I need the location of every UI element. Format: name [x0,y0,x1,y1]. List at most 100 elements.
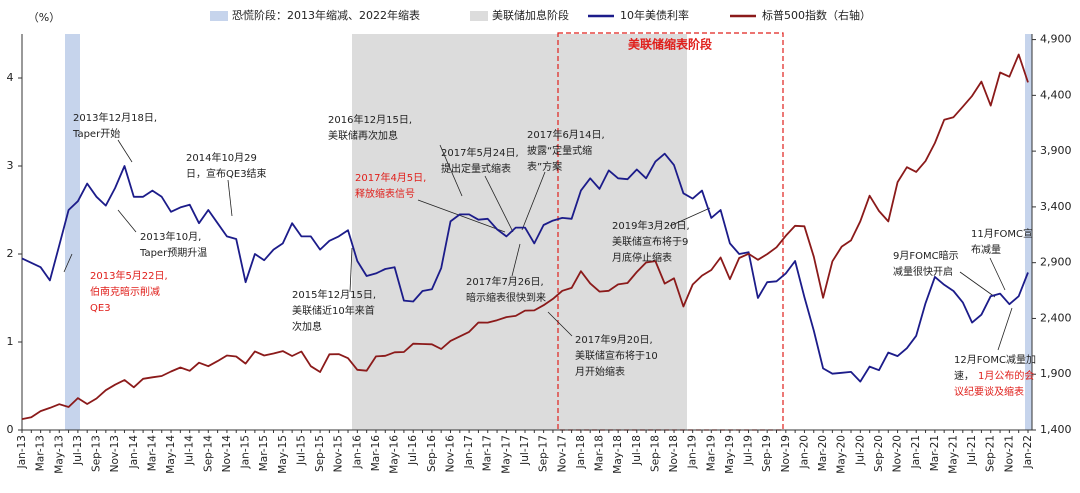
y-tick-label: 2 [7,247,14,260]
annotation: 2014年10月29 [186,151,257,164]
x-tick-label: Jul-15 [295,435,307,466]
x-tick-label: Sep-20 [873,435,885,472]
y2-tick-label: 3,400 [1040,200,1072,213]
x-tick-label: Jan-22 [1022,435,1034,469]
x-tick-label: Nov-19 [780,435,792,472]
annotation: 减量很快开启 [893,265,953,278]
y-tick-label: 1 [7,335,14,348]
x-tick-label: Nov-13 [109,435,121,472]
y2-tick-label: 4,400 [1040,88,1072,101]
y2-tick-label: 4,900 [1040,33,1072,46]
annotation: 伯南克暗示削减 [90,285,160,298]
x-tick-label: Sep-13 [91,435,103,472]
panic-region [65,34,80,430]
annotation: 释放缩表信号 [355,187,415,200]
annotation: 日，宣布QE3结束 [186,167,267,180]
x-tick-label: Nov-17 [556,435,568,472]
x-tick-label: Jan-19 [687,435,699,469]
x-tick-label: Sep-21 [985,435,997,472]
x-tick-label: Sep-17 [538,435,550,472]
y2-tick-label: 3,900 [1040,144,1072,157]
x-tick-label: Nov-20 [892,435,904,472]
annotation: 2017年9月20日, [575,333,653,346]
annotation: 美联储宣布将于9 [612,235,688,248]
x-tick-label: Jan-13 [16,435,28,469]
annotation: 2015年12月15日, [292,288,376,301]
legend-swatch [210,11,228,21]
x-tick-label: Nov-18 [668,435,680,472]
legend-label: 10年美债利率 [620,8,689,22]
annotation: 月开始缩表 [575,365,625,378]
x-tick-label: Jul-19 [743,435,755,466]
x-tick-label: Sep-18 [649,435,661,472]
y-tick-label: 0 [7,423,14,436]
annotation: 2013年10月, [140,230,201,243]
annotation: 布减量 [971,244,1001,256]
x-tick-label: Jul-18 [631,435,643,466]
annotation: 表”方案 [527,160,562,173]
annotation: Taper开始 [72,127,120,140]
x-tick-label: Nov-14 [221,435,233,473]
x-tick-label: Mar-19 [705,435,717,471]
x-tick-label: Mar-13 [35,435,47,471]
y2-tick-label: 1,400 [1040,423,1072,436]
x-tick-label: Mar-15 [258,435,270,471]
y2-tick-label: 2,900 [1040,256,1072,269]
legend-label: 美联储加息阶段 [492,8,569,22]
x-tick-label: Nov-15 [333,435,345,472]
x-tick-label: Jan-17 [463,435,475,469]
annotation: 2017年6月14日, [527,128,605,141]
x-tick-label: Jan-21 [910,435,922,469]
x-tick-label: Jul-17 [519,435,531,466]
annotation: Taper预期升温 [139,247,207,259]
annotation: 11月FOMC宣 [971,227,1033,240]
panic-region [1025,34,1032,430]
y-tick-label: 4 [7,71,14,84]
x-tick-label: May-18 [612,435,624,474]
annotation: 9月FOMC暗示 [893,249,959,262]
annotation: 2019年3月20日, [612,219,690,232]
x-tick-label: Mar-14 [146,435,158,472]
qt-box [557,32,784,431]
annotation: 12月FOMC减量加 [954,354,1036,366]
x-tick-label: Mar-18 [594,435,606,471]
y2-tick-label: 2,400 [1040,311,1072,324]
x-tick-label: Sep-19 [761,435,773,472]
annotation: 2017年5月24日, [441,146,519,159]
annotation: 2017年7月26日, [466,275,544,288]
x-tick-label: Mar-21 [929,435,941,471]
arrows [63,139,1013,351]
annotation: 议纪要谈及缩表 [954,385,1024,398]
x-tick-label: May-17 [500,435,512,474]
legend-swatch [470,11,488,21]
y-label: （%） [28,11,60,24]
annotation: 月底停止缩表 [612,251,672,264]
series-line [21,152,1029,383]
series-line [21,53,1029,420]
x-tick-label: Sep-14 [202,435,214,472]
annotation: 2013年5月22日, [90,269,168,282]
annotation: 提出定量式缩表 [441,162,511,175]
x-tick-label: Jul-20 [854,435,866,466]
x-tick-label: Jan-14 [128,435,140,470]
x-tick-label: Jul-14 [184,435,196,466]
annotation: 暗示缩表很快到来 [466,291,546,304]
annotation: 美联储再次加息 [328,129,398,142]
annotation: 美联储近10年来首 [292,304,375,317]
x-tick-label: Sep-16 [426,435,438,472]
annotation: 披露“定量式缩 [527,144,592,157]
annotation: QE3 [90,303,111,314]
x-tick-label: Mar-20 [817,435,829,471]
x-tick-label: Nov-16 [444,435,456,473]
legend-label: 恐慌阶段：2013年缩减、2022年缩表 [232,8,420,22]
x-tick-label: May-14 [165,435,177,474]
x-tick-label: Jan-18 [575,435,587,469]
annotation: 2016年12月15日, [328,113,412,126]
legend-label: 标普500指数（右轴） [762,8,871,22]
x-tick-label: May-13 [53,435,65,474]
annotation: 2017年4月5日, [355,171,426,184]
x-tick-label: Jan-16 [351,435,363,470]
x-tick-label: May-15 [277,435,289,474]
y-tick-label: 3 [7,159,14,172]
box-label: 美联储缩表阶段 [628,37,713,52]
